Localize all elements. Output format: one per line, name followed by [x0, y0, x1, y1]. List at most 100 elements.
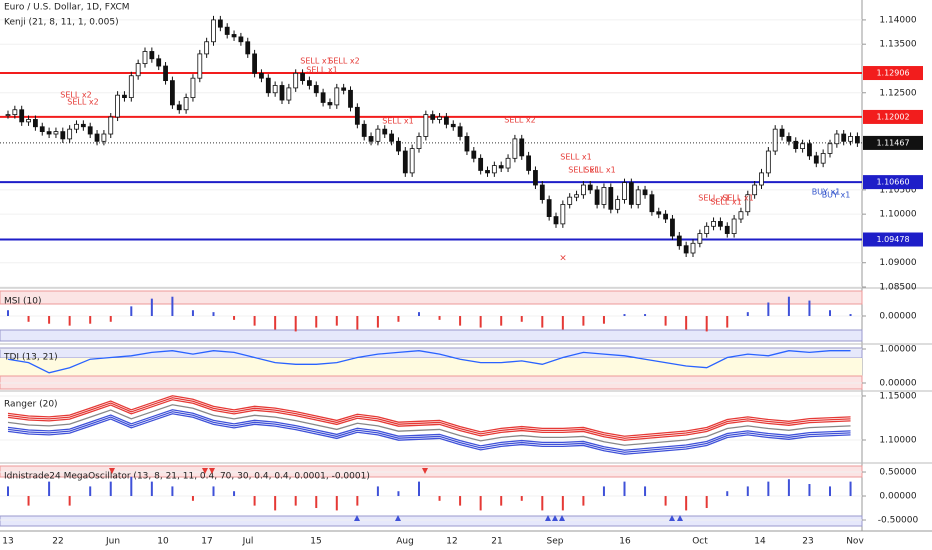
candle [12, 109, 18, 116]
histogram-bar [561, 496, 564, 511]
candle [396, 140, 401, 152]
histogram-bar [130, 306, 133, 316]
tdi-line [7, 350, 851, 374]
candle [704, 225, 710, 234]
candle [176, 104, 182, 111]
ranger-lower [7, 413, 851, 455]
candle [772, 128, 778, 152]
histogram-bar [233, 491, 236, 497]
candle [649, 194, 655, 213]
signal-label: SELL x1 [560, 153, 591, 162]
candle [87, 126, 93, 135]
candle [745, 194, 751, 213]
histogram-bar [7, 486, 9, 497]
candle [738, 211, 744, 220]
histogram-bar [212, 486, 215, 497]
candle [80, 123, 86, 128]
pane-title: Idnistrade24 MegaOscillator (13, 8, 21, … [4, 472, 370, 482]
candle [190, 77, 196, 99]
histogram-bar [787, 296, 790, 316]
candle [224, 26, 230, 35]
candle [519, 138, 525, 157]
candle [128, 75, 134, 99]
histogram-bar [397, 491, 400, 497]
candle [690, 242, 696, 254]
candle [834, 133, 840, 145]
histogram-bar [500, 496, 503, 506]
candle [245, 41, 251, 55]
histogram-bar [664, 316, 667, 326]
histogram-bar [418, 481, 420, 497]
candle [779, 128, 785, 137]
histogram-bar [685, 316, 688, 330]
msi-upper-band [0, 290, 863, 305]
signal-label: BUY x1 [822, 191, 851, 200]
candle [615, 199, 621, 210]
histogram-bar [808, 484, 811, 497]
signal-triangle [395, 515, 401, 521]
signal-label: SELL x1 [710, 198, 741, 207]
candle [354, 106, 360, 125]
histogram-bar [376, 316, 379, 328]
candle [464, 136, 470, 152]
histogram-bar [623, 481, 626, 497]
candle [450, 123, 456, 128]
histogram-bar [171, 486, 174, 497]
histogram-bar [705, 316, 708, 332]
candle [491, 165, 497, 174]
candle [361, 123, 367, 137]
y-tick-label: 0.50000 [879, 468, 916, 478]
candle [183, 97, 189, 111]
x-tick-label: Sep [547, 537, 564, 547]
histogram-bar [520, 496, 523, 501]
candle [204, 41, 210, 55]
histogram-bar [274, 496, 277, 511]
histogram-bar [849, 314, 852, 316]
candle [560, 204, 566, 225]
histogram-bar [520, 316, 523, 322]
candle [341, 87, 347, 91]
histogram-bar [315, 496, 318, 509]
histogram-bar [335, 316, 338, 326]
candle [800, 143, 805, 149]
candle [485, 170, 490, 174]
histogram-bar [479, 316, 482, 328]
ranger-lower [7, 411, 851, 453]
signal-triangle [545, 515, 551, 521]
pane-title: TDI (13, 21) [3, 353, 58, 363]
candle [265, 77, 271, 94]
signal-cross: × [559, 254, 567, 264]
candle [197, 53, 203, 79]
indicator-title: Kenji (21, 8, 11, 1, 0.005) [4, 18, 119, 28]
candle [841, 133, 847, 142]
x-tick-label: 14 [754, 537, 766, 547]
candle [759, 172, 764, 186]
pane-title: Euro / U.S. Dollar, 1D, FXCM [4, 3, 130, 13]
y-tick-label: 1.15000 [879, 391, 916, 401]
histogram-bar [787, 479, 790, 497]
candle [300, 72, 305, 82]
candle [587, 184, 593, 191]
histogram-bar [7, 310, 9, 316]
histogram-bar [253, 316, 256, 326]
histogram-bar [685, 496, 688, 511]
histogram-bar [849, 481, 852, 497]
histogram-bar [541, 316, 544, 328]
signal-triangle [669, 515, 675, 521]
histogram-bar [644, 486, 647, 497]
x-tick-label: Aug [396, 537, 414, 547]
candle [94, 133, 100, 142]
histogram-bar [459, 496, 462, 506]
candle [553, 216, 559, 225]
candle [443, 116, 449, 125]
histogram-bar [376, 486, 379, 497]
y-tick-label: 0.00000 [879, 312, 916, 322]
signal-label: SELL x1 [698, 194, 729, 203]
candle [238, 36, 244, 43]
histogram-bar [89, 316, 92, 324]
last-price-tag [863, 135, 923, 150]
signal-triangle [677, 515, 683, 521]
x-tick-label: 21 [491, 537, 502, 547]
candle [855, 136, 860, 144]
